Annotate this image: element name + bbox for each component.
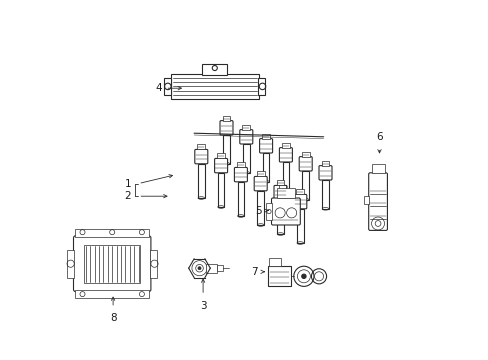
FancyBboxPatch shape [299,157,311,171]
Bar [75,229,149,237]
FancyBboxPatch shape [279,148,292,162]
FancyBboxPatch shape [239,130,252,144]
FancyBboxPatch shape [73,236,151,292]
Bar [268,258,281,266]
Text: 2: 2 [124,191,131,201]
Bar [217,153,224,158]
FancyBboxPatch shape [293,194,306,209]
FancyBboxPatch shape [220,121,232,135]
Bar [301,152,309,157]
Bar [282,162,288,191]
FancyBboxPatch shape [271,198,300,225]
Text: 5: 5 [255,206,261,216]
Bar [277,200,283,234]
Bar [371,164,384,173]
Bar [216,265,223,271]
Bar [258,78,265,95]
Bar [202,64,227,75]
Bar [276,188,295,198]
Text: 7: 7 [250,267,257,277]
Bar [302,171,308,200]
Bar [222,116,230,121]
Bar [237,162,244,167]
FancyBboxPatch shape [254,176,266,191]
FancyBboxPatch shape [234,167,247,182]
Bar [296,189,304,194]
Bar [218,173,224,207]
Bar [205,264,216,273]
FancyBboxPatch shape [318,166,331,180]
FancyBboxPatch shape [273,185,286,200]
Bar [67,250,74,278]
FancyBboxPatch shape [214,158,227,173]
Bar [84,245,140,283]
Bar [267,266,291,286]
FancyBboxPatch shape [194,149,207,164]
Bar [296,209,303,243]
Bar [164,78,171,95]
Text: 8: 8 [110,313,116,323]
Text: 1: 1 [124,179,131,189]
Text: 6: 6 [375,132,382,142]
Bar [75,290,149,298]
Bar [262,134,269,139]
Circle shape [301,274,305,279]
Text: 4: 4 [155,83,162,93]
Bar [150,250,157,278]
Bar [198,164,204,198]
Circle shape [195,264,203,272]
Bar [276,180,284,185]
Circle shape [198,266,201,270]
Bar [256,171,264,176]
Bar [263,153,269,182]
Bar [170,74,258,99]
FancyBboxPatch shape [368,173,386,230]
Bar [197,144,205,149]
Bar [242,125,250,130]
Bar [322,180,328,209]
Bar [364,196,368,204]
Text: 3: 3 [200,301,206,311]
Bar [321,161,329,166]
Bar [223,135,229,164]
Bar [265,203,272,220]
Bar [243,144,249,173]
Bar [237,182,244,216]
Bar [257,191,264,225]
Bar [282,143,289,148]
FancyBboxPatch shape [259,139,272,153]
